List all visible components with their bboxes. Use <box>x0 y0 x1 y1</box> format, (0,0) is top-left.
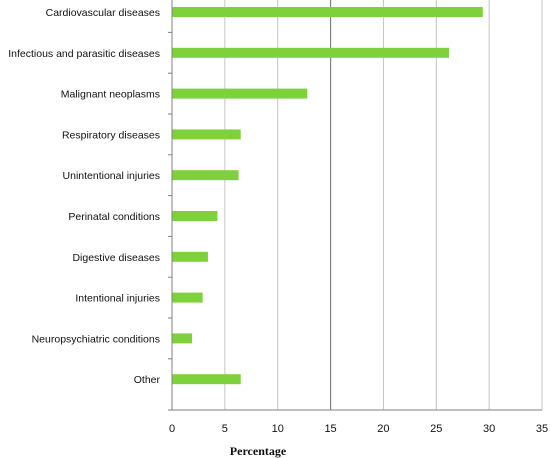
axes <box>168 0 542 411</box>
x-tick-label: 20 <box>377 423 389 435</box>
category-label: Infectious and parasitic diseases <box>8 48 160 60</box>
category-label: Respiratory diseases <box>62 129 160 141</box>
category-label: Intentional injuries <box>75 293 160 305</box>
bar-respiratory-diseases <box>172 129 241 140</box>
x-tick-label: 10 <box>272 423 284 435</box>
x-axis-title: Percentage <box>230 444 287 458</box>
x-tick-label: 5 <box>222 423 228 435</box>
category-labels: Cardiovascular diseases Infectious and pa… <box>8 7 160 386</box>
bar-perinatal-conditions <box>172 211 218 221</box>
category-label: Digestive diseases <box>72 252 160 264</box>
category-label: Neuropsychiatric conditions <box>32 333 160 345</box>
x-tick-label: 35 <box>536 423 548 435</box>
category-label: Cardiovascular diseases <box>46 7 160 19</box>
bar-cardiovascular-diseases <box>172 7 483 17</box>
category-label: Unintentional injuries <box>63 170 160 182</box>
bars <box>172 7 483 385</box>
category-label: Perinatal conditions <box>68 211 160 223</box>
bar-digestive-diseases <box>172 251 208 262</box>
x-tick-label: 0 <box>169 423 175 435</box>
x-tick-label: 30 <box>483 423 495 435</box>
category-label: Malignant neoplasms <box>61 89 160 101</box>
bar-neuropsychiatric-conditions <box>172 333 193 344</box>
tick-labels: 0 5 10 15 20 25 30 35 <box>169 423 548 435</box>
bar-malignant-neoplasms <box>172 88 308 99</box>
x-tick-label: 25 <box>430 423 442 435</box>
bar-infectious-and-parasitic-diseases <box>172 47 449 58</box>
x-tick-label: 15 <box>324 423 336 435</box>
bar-intentional-injuries <box>172 292 203 303</box>
grid-lines <box>224 0 543 410</box>
bar-unintentional-injuries <box>172 170 239 181</box>
bar-other <box>172 374 241 385</box>
category-label: Other <box>134 374 161 386</box>
